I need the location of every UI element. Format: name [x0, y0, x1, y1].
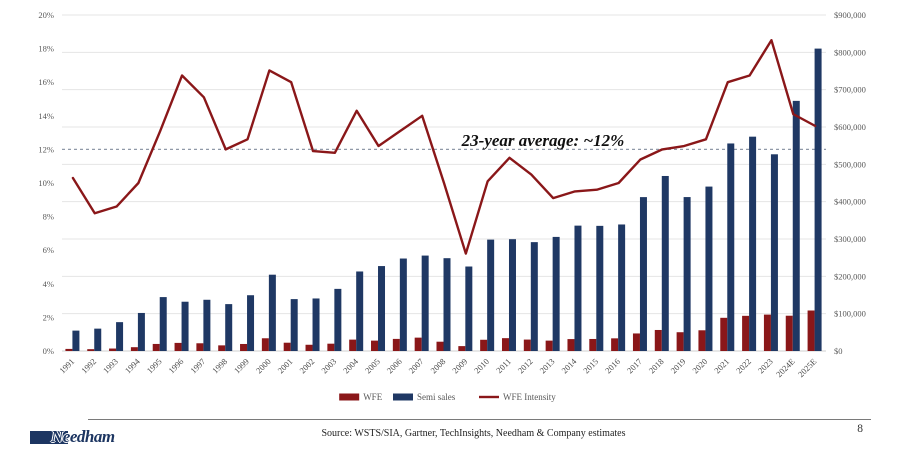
- svg-text:2007: 2007: [406, 356, 425, 375]
- svg-text:2019: 2019: [668, 356, 687, 375]
- svg-text:2000: 2000: [254, 356, 273, 375]
- svg-text:1997: 1997: [188, 356, 207, 375]
- svg-text:0%: 0%: [43, 346, 54, 356]
- svg-text:2002: 2002: [297, 356, 316, 375]
- legend-label: WFE: [363, 392, 383, 402]
- svg-text:2014: 2014: [559, 356, 579, 376]
- svg-text:2005: 2005: [363, 356, 382, 375]
- svg-text:$200,000: $200,000: [834, 271, 866, 281]
- x-axis-labels: 1991 1992 1993 1994 1995 1996 1997 1998 1999 2000…: [57, 356, 818, 379]
- svg-text:2010: 2010: [472, 356, 491, 375]
- svg-text:2008: 2008: [428, 356, 447, 375]
- svg-text:1998: 1998: [210, 356, 229, 375]
- svg-text:2003: 2003: [319, 356, 338, 375]
- footer-divider: [88, 419, 871, 420]
- svg-text:2023: 2023: [756, 356, 775, 375]
- legend-item-semi-sales: Semi sales: [393, 392, 456, 402]
- svg-text:2001: 2001: [276, 356, 295, 375]
- svg-text:$500,000: $500,000: [834, 159, 866, 169]
- source-attribution: Source: WSTS/SIA, Gartner, TechInsights,…: [321, 428, 626, 439]
- svg-text:1999: 1999: [232, 356, 251, 375]
- svg-text:2020: 2020: [690, 356, 709, 375]
- legend-swatch-icon: [339, 393, 360, 401]
- needham-logo-box-icon: [30, 431, 68, 444]
- svg-text:2016: 2016: [603, 356, 622, 375]
- svg-text:$400,000: $400,000: [834, 197, 866, 207]
- legend-item-wfe-intensity: WFE Intensity: [479, 392, 556, 402]
- svg-text:2017: 2017: [625, 356, 644, 375]
- legend-swatch-icon: [393, 393, 413, 401]
- svg-text:18%: 18%: [38, 44, 54, 54]
- left-axis-labels: 0% 2% 4% 6% 8% 10% 12% 14% 16% 18% 20%: [38, 10, 54, 356]
- svg-text:2022: 2022: [734, 356, 753, 375]
- svg-text:1993: 1993: [101, 356, 120, 375]
- legend-item-wfe: WFE: [339, 392, 383, 402]
- svg-text:2013: 2013: [537, 356, 556, 375]
- svg-text:1996: 1996: [166, 356, 185, 375]
- right-axis-labels: $0 $100,000 $200,000 $300,000 $400,000 $500,0…: [834, 10, 866, 356]
- svg-text:1991: 1991: [57, 356, 76, 375]
- svg-text:6%: 6%: [43, 245, 54, 255]
- svg-text:8%: 8%: [43, 212, 54, 222]
- svg-text:20%: 20%: [38, 10, 54, 20]
- legend-label: WFE Intensity: [503, 392, 556, 402]
- wfe-intensity-chart: 23-year average: ~12% 0% 2% 4% 6% 8% 10% 12% 14%…: [38, 10, 866, 402]
- svg-text:1992: 1992: [79, 356, 98, 375]
- legend-line-swatch-icon: [479, 395, 499, 399]
- chart-gridlines: [62, 14, 826, 352]
- svg-text:2011: 2011: [494, 356, 513, 375]
- average-annotation: 23-year average: ~12%: [461, 131, 625, 150]
- svg-text:4%: 4%: [43, 279, 54, 289]
- svg-text:2025E: 2025E: [796, 356, 819, 379]
- svg-text:2012: 2012: [516, 356, 535, 375]
- svg-text:14%: 14%: [38, 111, 54, 121]
- svg-text:16%: 16%: [38, 77, 54, 87]
- svg-text:2015: 2015: [581, 356, 600, 375]
- svg-text:$700,000: $700,000: [834, 85, 866, 95]
- svg-text:1995: 1995: [145, 356, 164, 375]
- svg-text:2009: 2009: [450, 356, 469, 375]
- svg-text:$100,000: $100,000: [834, 309, 866, 319]
- svg-text:2006: 2006: [385, 356, 404, 375]
- svg-text:2%: 2%: [43, 312, 54, 322]
- svg-text:2024E: 2024E: [774, 356, 797, 379]
- svg-text:$300,000: $300,000: [834, 234, 866, 244]
- svg-text:12%: 12%: [38, 144, 54, 154]
- wfe-bars: [65, 310, 815, 351]
- page-number: 8: [857, 423, 863, 435]
- svg-text:$900,000: $900,000: [834, 10, 866, 20]
- needham-logo-text: Needham: [51, 427, 115, 446]
- chart-legend: WFE Semi sales WFE Intensity: [339, 392, 556, 402]
- wfe-intensity-line: [71, 39, 817, 255]
- svg-text:$800,000: $800,000: [834, 47, 866, 57]
- svg-text:10%: 10%: [38, 178, 54, 188]
- svg-text:1994: 1994: [123, 356, 143, 376]
- svg-text:2004: 2004: [341, 356, 361, 376]
- needham-logo: Needham: [30, 427, 170, 449]
- svg-text:$600,000: $600,000: [834, 122, 866, 132]
- svg-text:2018: 2018: [647, 356, 666, 375]
- legend-label: Semi sales: [417, 392, 456, 402]
- svg-text:2021: 2021: [712, 356, 731, 375]
- semi-sales-bars: [72, 48, 822, 351]
- svg-text:$0: $0: [834, 346, 843, 356]
